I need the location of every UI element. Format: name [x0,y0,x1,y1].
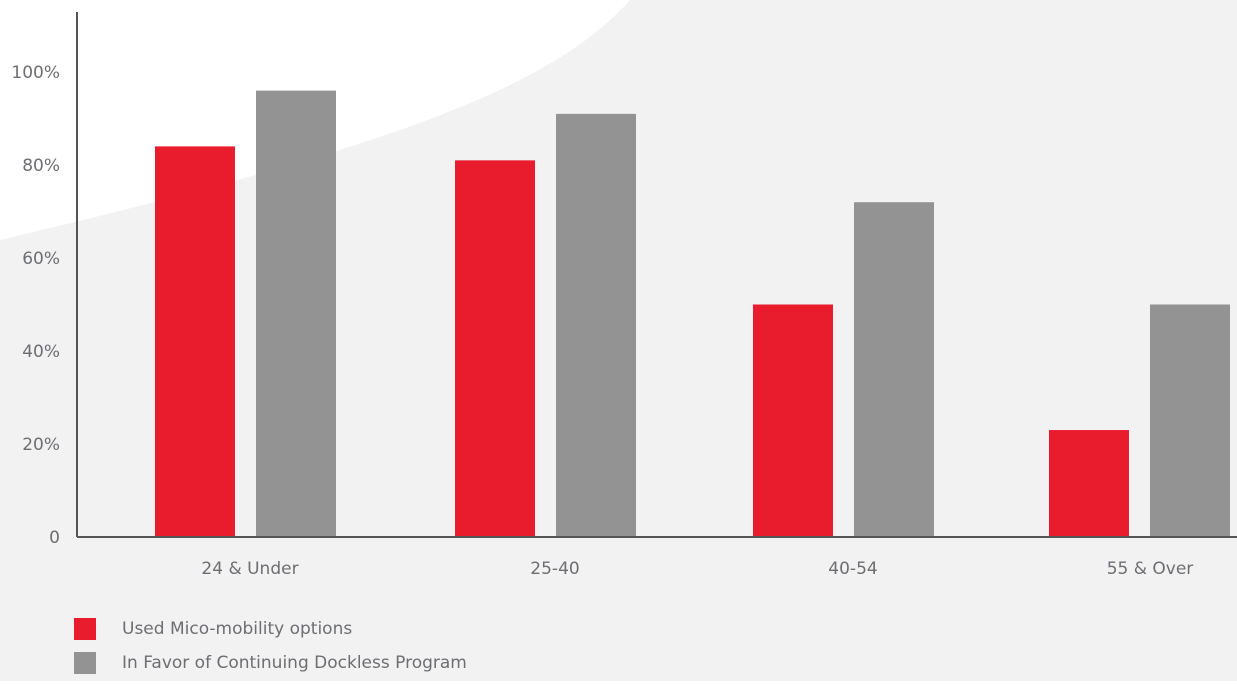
bar-favor-3 [1150,304,1230,537]
y-tick-label: 40% [22,342,60,362]
y-tick-label: 20% [22,435,60,455]
x-tick-label: 40-54 [828,559,877,579]
bar-used-0 [155,146,235,537]
x-tick-label: 24 & Under [201,559,298,579]
legend-swatch-gray [74,652,96,674]
x-tick-label: 55 & Over [1107,559,1194,579]
bar-favor-1 [556,113,636,537]
bar-used-1 [455,160,535,537]
y-tick-label: 100% [11,63,60,83]
bar-favor-0 [256,90,336,537]
bars [155,90,1230,537]
legend: Used Mico-mobility options In Favor of C… [74,618,467,686]
legend-item-favor: In Favor of Continuing Dockless Program [74,652,467,674]
legend-label: Used Mico-mobility options [122,619,353,639]
bar-favor-2 [854,202,934,537]
legend-item-used: Used Mico-mobility options [74,618,467,640]
y-tick-label: 80% [22,156,60,176]
legend-label: In Favor of Continuing Dockless Program [122,653,467,673]
y-tick-label: 60% [22,249,60,269]
x-axis-labels: 24 & Under 25-40 40-54 55 & Over [201,559,1193,579]
y-tick-label: 0 [49,528,60,548]
bar-used-3 [1049,430,1129,537]
legend-swatch-red [74,618,96,640]
bar-used-2 [753,304,833,537]
y-axis-ticks: 0 20% 40% 60% 80% 100% [11,63,60,548]
x-tick-label: 25-40 [530,559,579,579]
